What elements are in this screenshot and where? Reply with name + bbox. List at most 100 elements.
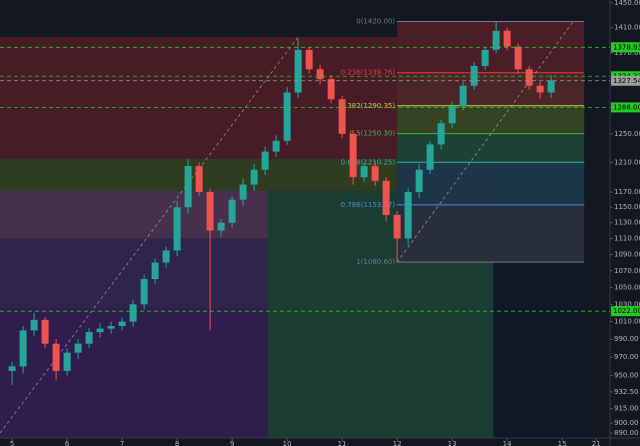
candle-body — [448, 106, 456, 124]
candle-body — [503, 30, 511, 47]
candle-body — [195, 166, 203, 193]
price-label: 1327.54 — [613, 77, 640, 85]
candle-body — [525, 69, 533, 86]
candle-body — [184, 166, 192, 208]
candle-body — [162, 250, 170, 263]
candle-body — [459, 85, 467, 107]
candle-body — [52, 343, 60, 371]
candle-body — [305, 49, 313, 70]
candle-body — [283, 92, 291, 141]
fib-label: 0.618(1210.25) — [341, 158, 396, 166]
candle-body — [250, 169, 258, 185]
x-tick-label: 9 — [230, 440, 234, 446]
price-label-box — [611, 75, 640, 86]
zone — [267, 190, 398, 438]
y-tick-label: 1130.00 — [614, 219, 640, 227]
x-tick-label: 13 — [448, 440, 457, 446]
y-tick-label: 932.50 — [614, 388, 639, 396]
candle-body — [261, 151, 269, 170]
x-tick-label: 14 — [503, 440, 512, 446]
candle-body — [371, 166, 379, 181]
candle-body — [470, 65, 478, 86]
candle-body — [426, 144, 434, 170]
candle-body — [492, 30, 500, 50]
candle-body — [74, 343, 82, 353]
candle-body — [206, 192, 214, 231]
candle-body — [107, 325, 115, 329]
fib-zone — [397, 133, 585, 163]
y-tick-label: 890.00 — [614, 429, 639, 437]
fib-label: 0(1420.00) — [356, 17, 395, 25]
candle-body — [19, 330, 27, 367]
candle-body — [338, 99, 346, 134]
y-tick-label: 1250.00 — [614, 130, 640, 138]
candle-body — [360, 166, 368, 178]
x-tick-label: 8 — [175, 440, 179, 446]
price-label-box — [611, 102, 640, 113]
candle-body — [437, 123, 445, 145]
fib-label: 0.786(1153.17) — [341, 201, 396, 209]
trendline — [0, 36, 299, 434]
candle-body — [393, 214, 401, 239]
candle-body — [140, 279, 148, 305]
candle-body — [151, 262, 159, 280]
price-label-box — [611, 42, 640, 53]
y-tick-label: 1050.00 — [614, 283, 640, 291]
y-tick-label: 1210.00 — [614, 158, 640, 166]
fib-zone — [397, 162, 585, 205]
y-tick-label: 1110.00 — [614, 234, 640, 242]
y-tick-label: 1030.00 — [614, 300, 640, 308]
candle-body — [272, 140, 280, 152]
trendline — [396, 21, 574, 263]
price-label-box — [611, 306, 640, 317]
y-tick-label: 950.00 — [614, 372, 639, 380]
candle-body — [85, 332, 93, 344]
candle-body — [316, 69, 324, 80]
candle-body — [129, 304, 137, 322]
fib-label: 0.236(1339.76) — [341, 69, 396, 77]
x-tick-label: 21 — [592, 440, 601, 446]
candle-body — [382, 180, 390, 215]
candle-body — [404, 192, 412, 239]
candle-body — [239, 184, 247, 200]
x-tick-label: 10 — [283, 440, 292, 446]
y-tick-label: 1410.00 — [614, 24, 640, 32]
x-tick-label: 6 — [65, 440, 70, 446]
price-label: 1378.93 — [613, 43, 640, 51]
candle-body — [294, 49, 302, 93]
zone — [0, 238, 268, 309]
candle-body — [30, 319, 38, 331]
fib-zone — [397, 204, 585, 263]
candle-body — [217, 222, 225, 231]
y-tick-label: 1170.00 — [614, 188, 640, 196]
candle-body — [63, 352, 71, 371]
x-tick-label: 7 — [120, 440, 124, 446]
y-tick-label: 1370.00 — [614, 49, 640, 57]
y-tick-label: 1010.00 — [614, 318, 640, 326]
fib-label: 0.382(1290.35) — [341, 102, 396, 110]
y-tick-label: 1150.00 — [614, 203, 640, 211]
x-tick-label: 15 — [558, 440, 567, 446]
zone — [0, 37, 398, 159]
price-label: 1022.00 — [613, 307, 640, 315]
zone — [0, 190, 268, 239]
y-tick-label: 990.00 — [614, 335, 639, 343]
candle-body — [41, 319, 49, 344]
candle-body — [228, 199, 236, 223]
candle-body — [481, 49, 489, 66]
candle-body — [547, 80, 555, 93]
x-tick-label: 12 — [393, 440, 402, 446]
y-tick-label: 970.00 — [614, 353, 639, 361]
zone — [0, 308, 268, 438]
zone — [397, 262, 494, 438]
x-tick-label: 11 — [338, 440, 347, 446]
y-tick-label: 915.00 — [614, 405, 639, 413]
candle-body — [349, 133, 357, 178]
price-label: 1288.00 — [613, 103, 640, 111]
y-tick-label: 900.00 — [614, 419, 639, 427]
candle-body — [118, 321, 126, 326]
fib-label: 1(1080.60) — [356, 258, 395, 266]
candle-body — [514, 46, 522, 70]
candle-body — [415, 169, 423, 193]
